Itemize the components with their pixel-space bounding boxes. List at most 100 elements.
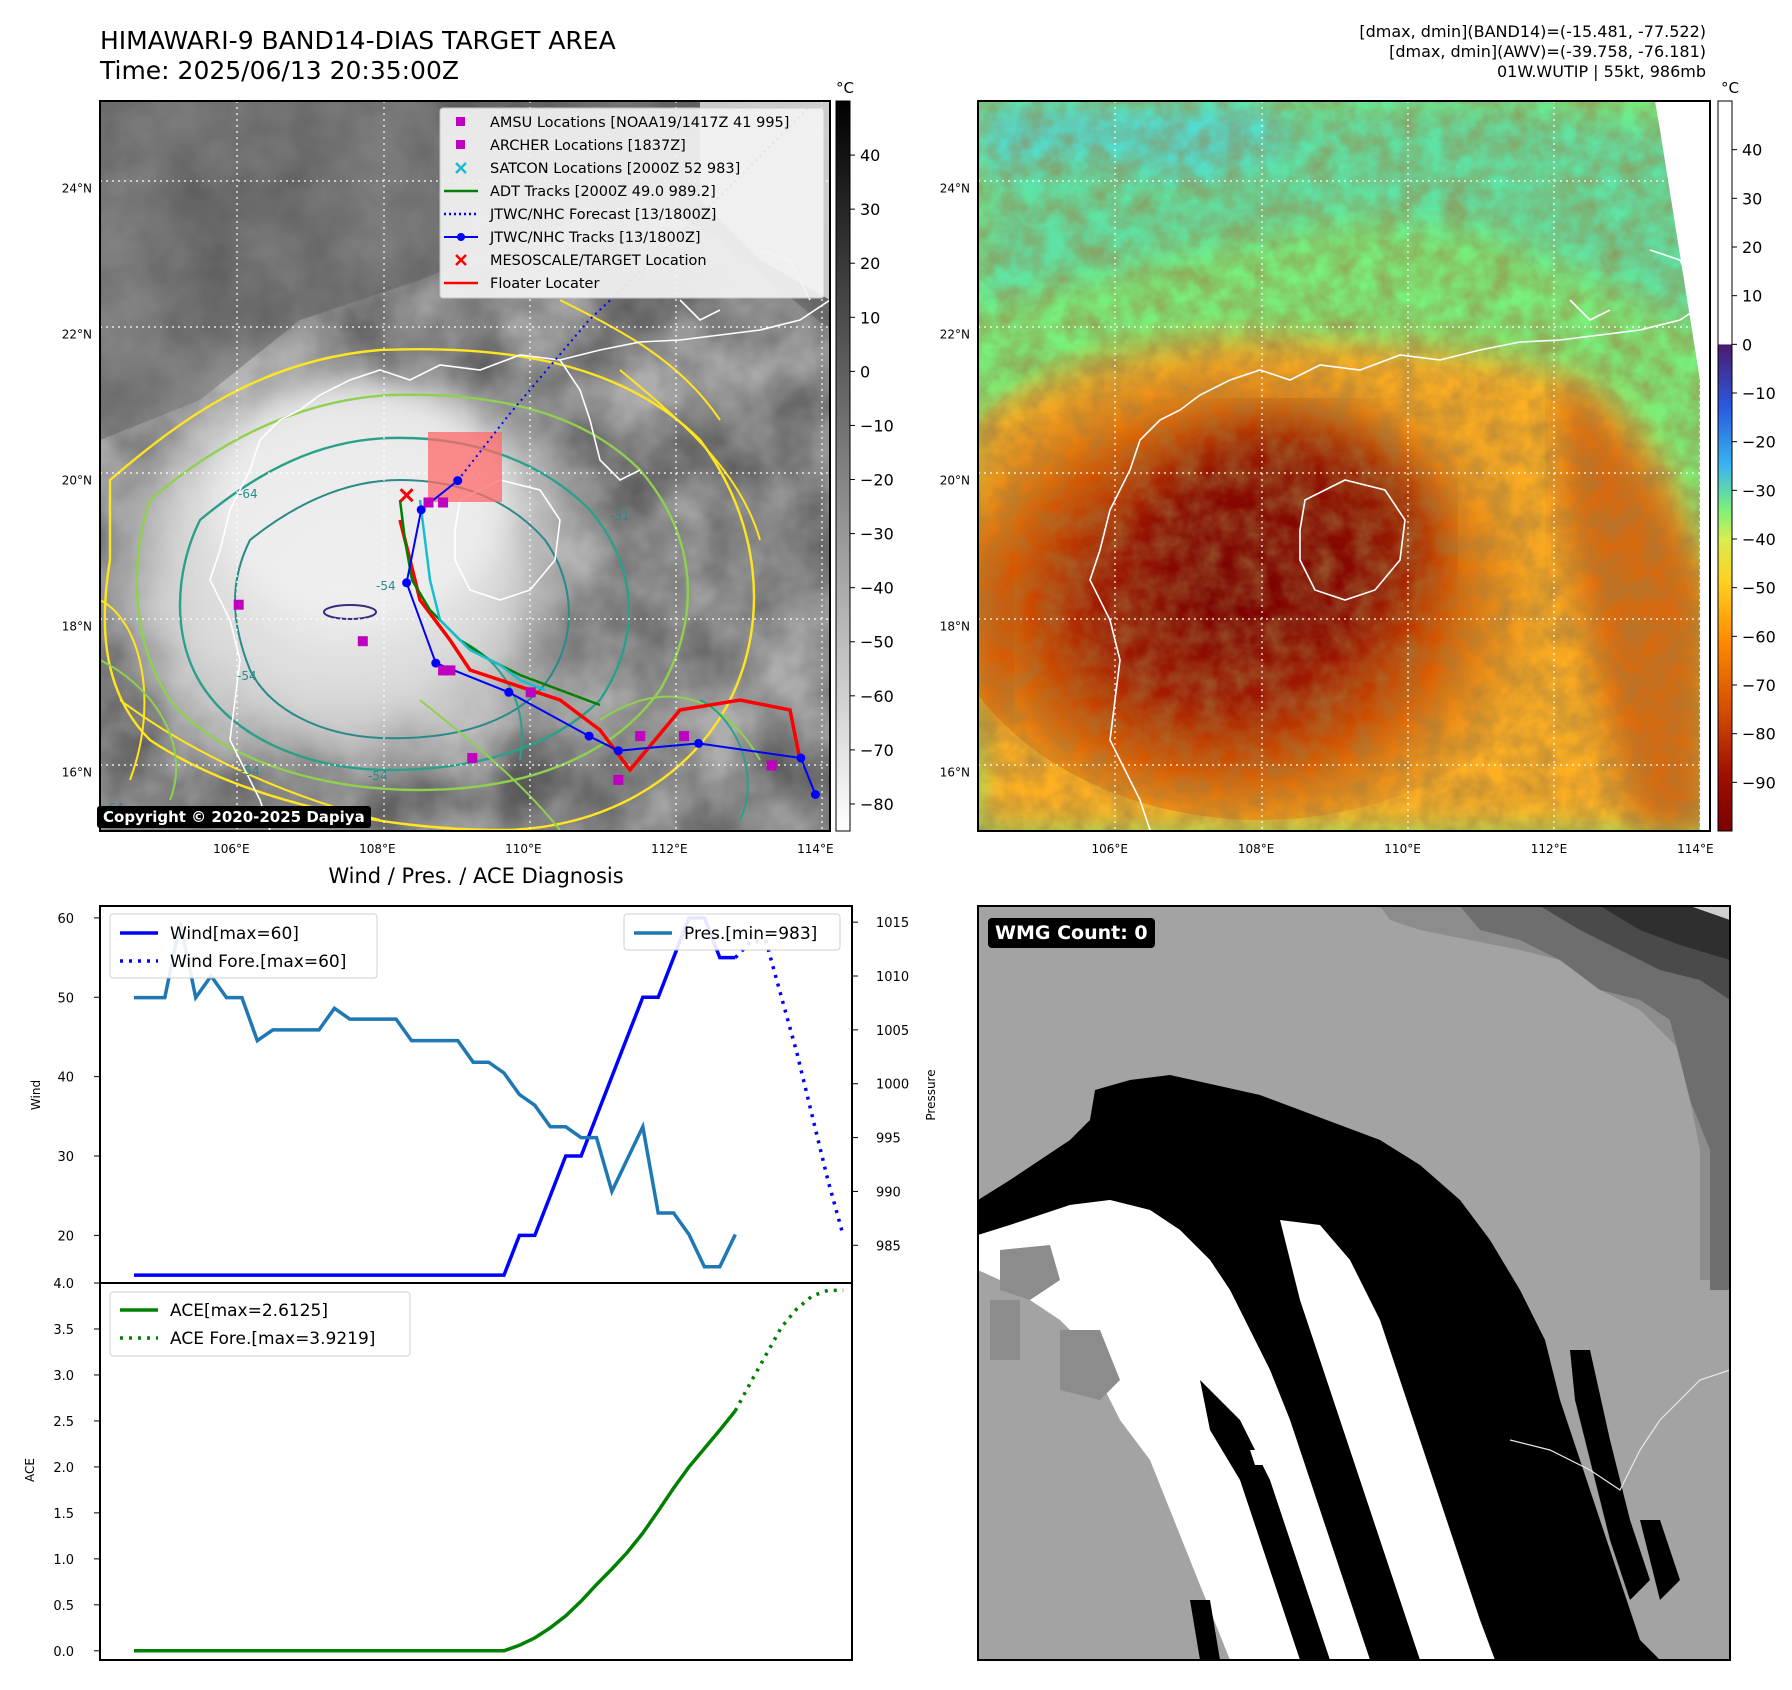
svg-text:-54: -54 — [376, 579, 396, 593]
legend-swatch — [455, 254, 467, 266]
pressure-series-line — [134, 921, 737, 1269]
stats-band14: [dmax, dmin](BAND14)=(-15.481, -77.522) — [1359, 22, 1706, 41]
colorbar-tick-label: −20 — [860, 471, 894, 490]
figure-stats: [dmax, dmin](BAND14)=(-15.481, -77.522) … — [1359, 22, 1706, 82]
ace-forecast-series-line — [733, 1288, 844, 1412]
pressure-legend-label: Pres.[min=983] — [684, 924, 817, 944]
jtwc-track-point — [431, 658, 441, 668]
colorbar-tick-label: 0 — [1742, 335, 1752, 354]
colorbar-tick-label: −20 — [1742, 433, 1776, 452]
colorbar-tick-label: −30 — [860, 525, 894, 544]
wind-tick-label: 40 — [57, 1071, 74, 1086]
ace-tick-label: 2.5 — [53, 1415, 74, 1430]
ace-series-line — [134, 1409, 737, 1653]
archer-point — [423, 497, 434, 508]
diagnosis-title: Wind / Pres. / ACE Diagnosis — [328, 864, 624, 888]
legend-swatch — [455, 162, 467, 174]
jtwc-track-point — [810, 790, 820, 799]
colorbar-tick-label: −60 — [860, 687, 894, 706]
amsu-point — [357, 636, 368, 647]
colorbar-tick-label: −50 — [1742, 579, 1776, 598]
lon-tick-label: 112°E — [651, 842, 688, 856]
ace-tick-label: 4.0 — [53, 1277, 74, 1292]
ace-tick-label: 3.5 — [53, 1323, 74, 1338]
figure-title: HIMAWARI-9 BAND14-DIAS TARGET AREA Time:… — [100, 26, 616, 86]
band14-map-frame — [99, 100, 831, 832]
pressure-tick-label: 1005 — [876, 1024, 909, 1039]
pressure-legend: Pres.[min=983] — [623, 913, 841, 951]
ace-forecast-legend-label: ACE Fore.[max=3.9219] — [170, 1329, 375, 1349]
colorbar-tick-label: −60 — [1742, 627, 1776, 646]
colorbar-tick-label: −80 — [1742, 725, 1776, 744]
jtwc-track — [405, 479, 817, 795]
lat-tick-label: 22°N — [940, 328, 970, 342]
awv-map-panel: 106°E 108°E 110°E 112°E 114°E 24°N 22°N 20°N 18°… — [940, 79, 1776, 856]
lat-tick-label: 20°N — [940, 474, 970, 488]
lon-tick-label: 114°E — [1677, 842, 1714, 856]
wind-pressure-axes: 20 30 40 50 60 985 990 995 1000 1005 1010 1015 — [57, 912, 909, 1254]
svg-text:-64: -64 — [238, 487, 258, 501]
ace-legend: ACE[max=2.6125] ACE Fore.[max=3.9219] — [109, 1291, 411, 1357]
ace-tick-label: 1.5 — [53, 1507, 74, 1522]
wind-forecast-legend-label: Wind Fore.[max=60] — [170, 952, 346, 972]
colorbar-tick-label: 10 — [1742, 287, 1762, 306]
legend-label: JTWC/NHC Forecast [13/1800Z] — [489, 207, 716, 223]
legend-label: ARCHER Locations [1837Z] — [490, 138, 686, 154]
svg-text:-31: -31 — [610, 509, 630, 523]
lat-tick-label: 20°N — [62, 474, 92, 488]
satcon-track — [418, 499, 546, 692]
colorbar-tick-label: −70 — [860, 741, 894, 760]
colorbar-tick-label: −50 — [860, 633, 894, 652]
wmg-count-badge: WMG Count: 0 — [988, 918, 1155, 948]
legend-label: AMSU Locations [NOAA19/1417Z 41 995] — [490, 115, 789, 131]
wmg-panel — [977, 905, 1731, 1661]
jtwc-track-point — [796, 753, 806, 763]
jtwc-track-point — [694, 738, 704, 748]
lon-tick-label: 108°E — [1238, 842, 1275, 856]
colorbar-tick-label: 30 — [860, 200, 880, 219]
colorbar-tick-label: −30 — [1742, 481, 1776, 500]
amsu-point — [233, 599, 244, 610]
wind-tick-label: 30 — [57, 1150, 74, 1165]
colorbar-tick-label: −40 — [1742, 530, 1776, 549]
amsu-point — [525, 687, 536, 698]
stats-storm: 01W.WUTIP | 55kt, 986mb — [1496, 62, 1706, 81]
colorbar-tick-label: −70 — [1742, 676, 1776, 695]
target-marker — [399, 488, 414, 503]
colorbar-tick-label: 30 — [1742, 189, 1762, 208]
wind-legend-label: Wind[max=60] — [170, 924, 299, 944]
jtwc-track-point — [453, 476, 463, 486]
awv-colorbar-unit: °C — [1721, 79, 1739, 97]
wind-tick-label: 50 — [57, 991, 74, 1006]
pressure-tick-label: 1010 — [876, 970, 909, 985]
archer-points — [423, 497, 456, 676]
pressure-axis-label: Pressure — [924, 1069, 938, 1120]
lon-tick-label: 106°E — [1092, 842, 1129, 856]
colorbar-tick-label: 10 — [860, 308, 880, 327]
lat-tick-label: 18°N — [62, 620, 92, 634]
ace-axis-label: ACE — [23, 1458, 37, 1482]
lon-tick-label: 106°E — [213, 842, 250, 856]
mesoscale-box — [428, 432, 502, 502]
wind-axis-label: Wind — [29, 1080, 43, 1110]
svg-text:-54: -54 — [237, 669, 257, 683]
ace-tick-label: 2.0 — [53, 1461, 74, 1476]
ace-tick-label: 0.0 — [53, 1645, 74, 1660]
colorbar-tick-label: 20 — [1742, 238, 1762, 257]
band14-colorbar-unit: °C — [836, 79, 854, 97]
lon-tick-label: 108°E — [359, 842, 396, 856]
ace-legend-label: ACE[max=2.6125] — [170, 1301, 328, 1321]
colorbar-tick-label: −10 — [860, 416, 894, 435]
pressure-tick-label: 1015 — [876, 916, 909, 931]
awv-axes-labels: 106°E 108°E 110°E 112°E 114°E 24°N 22°N 20°N 18°… — [940, 182, 1714, 856]
pressure-tick-label: 990 — [876, 1185, 901, 1200]
archer-point — [438, 497, 449, 508]
ace-frame — [99, 1282, 853, 1661]
wind-legend: Wind[max=60] Wind Fore.[max=60] — [109, 913, 378, 979]
lon-tick-label: 114°E — [797, 842, 834, 856]
legend-label: MESOSCALE/TARGET Location — [490, 253, 707, 269]
awv-map-frame — [977, 100, 1711, 832]
stats-awv: [dmax, dmin](AWV)=(-39.758, -76.181) — [1389, 42, 1706, 61]
pressure-tick-label: 985 — [876, 1239, 901, 1254]
